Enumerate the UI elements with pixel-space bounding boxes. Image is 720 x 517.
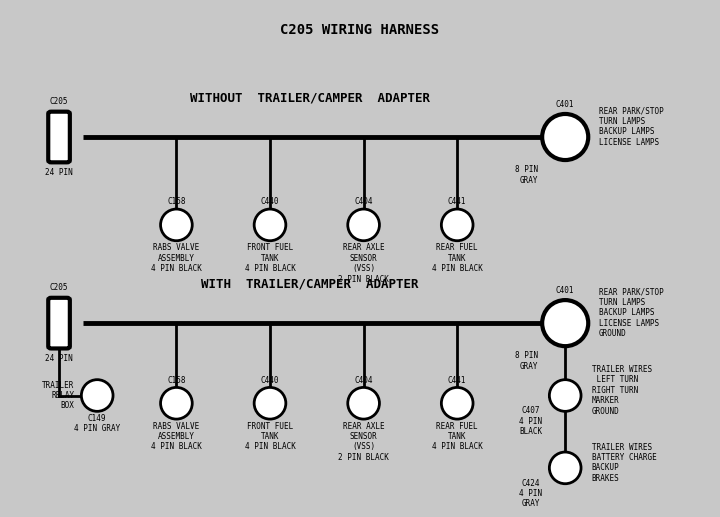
- Ellipse shape: [441, 387, 473, 419]
- Text: 24 PIN: 24 PIN: [45, 354, 73, 363]
- Ellipse shape: [549, 452, 581, 484]
- Text: REAR FUEL
TANK
4 PIN BLACK: REAR FUEL TANK 4 PIN BLACK: [432, 422, 482, 451]
- Text: TRAILER WIRES
BATTERY CHARGE
BACKUP
BRAKES: TRAILER WIRES BATTERY CHARGE BACKUP BRAK…: [592, 443, 657, 483]
- Text: C404: C404: [354, 197, 373, 206]
- Text: C158: C158: [167, 376, 186, 385]
- Ellipse shape: [542, 300, 588, 346]
- Text: C205: C205: [50, 97, 68, 106]
- Ellipse shape: [549, 379, 581, 412]
- Ellipse shape: [254, 209, 286, 241]
- FancyBboxPatch shape: [48, 298, 70, 348]
- FancyBboxPatch shape: [48, 112, 70, 162]
- Text: C407
4 PIN
BLACK: C407 4 PIN BLACK: [519, 406, 542, 436]
- Text: REAR PARK/STOP
TURN LAMPS
BACKUP LAMPS
LICENSE LAMPS
GROUND: REAR PARK/STOP TURN LAMPS BACKUP LAMPS L…: [599, 287, 664, 338]
- Text: 8 PIN
GRAY: 8 PIN GRAY: [516, 165, 539, 185]
- Text: FRONT FUEL
TANK
4 PIN BLACK: FRONT FUEL TANK 4 PIN BLACK: [245, 244, 295, 273]
- Ellipse shape: [542, 114, 588, 160]
- Text: C441: C441: [448, 197, 467, 206]
- Text: C440: C440: [261, 376, 279, 385]
- Text: C205: C205: [50, 283, 68, 292]
- Text: RABS VALVE
ASSEMBLY
4 PIN BLACK: RABS VALVE ASSEMBLY 4 PIN BLACK: [151, 422, 202, 451]
- Text: C404: C404: [354, 376, 373, 385]
- Text: C424
4 PIN
GRAY: C424 4 PIN GRAY: [519, 479, 542, 508]
- Text: C401: C401: [556, 286, 575, 295]
- Ellipse shape: [254, 387, 286, 419]
- Text: REAR AXLE
SENSOR
(VSS)
2 PIN BLACK: REAR AXLE SENSOR (VSS) 2 PIN BLACK: [338, 422, 389, 462]
- Text: RABS VALVE
ASSEMBLY
4 PIN BLACK: RABS VALVE ASSEMBLY 4 PIN BLACK: [151, 244, 202, 273]
- Text: REAR PARK/STOP
TURN LAMPS
BACKUP LAMPS
LICENSE LAMPS: REAR PARK/STOP TURN LAMPS BACKUP LAMPS L…: [599, 107, 664, 147]
- Text: C440: C440: [261, 197, 279, 206]
- Text: C401: C401: [556, 100, 575, 109]
- Text: REAR FUEL
TANK
4 PIN BLACK: REAR FUEL TANK 4 PIN BLACK: [432, 244, 482, 273]
- Text: C149
4 PIN GRAY: C149 4 PIN GRAY: [74, 414, 120, 433]
- Ellipse shape: [161, 209, 192, 241]
- Text: FRONT FUEL
TANK
4 PIN BLACK: FRONT FUEL TANK 4 PIN BLACK: [245, 422, 295, 451]
- Ellipse shape: [348, 387, 379, 419]
- Text: 8 PIN
GRAY: 8 PIN GRAY: [516, 352, 539, 371]
- Text: 24 PIN: 24 PIN: [45, 168, 73, 177]
- Text: C205 WIRING HARNESS: C205 WIRING HARNESS: [280, 23, 440, 37]
- Text: WITHOUT  TRAILER/CAMPER  ADAPTER: WITHOUT TRAILER/CAMPER ADAPTER: [189, 92, 430, 105]
- Ellipse shape: [161, 387, 192, 419]
- Text: C441: C441: [448, 376, 467, 385]
- Text: TRAILER
RELAY
BOX: TRAILER RELAY BOX: [42, 381, 74, 410]
- Ellipse shape: [441, 209, 473, 241]
- Text: REAR AXLE
SENSOR
(VSS)
2 PIN BLACK: REAR AXLE SENSOR (VSS) 2 PIN BLACK: [338, 244, 389, 283]
- Text: WITH  TRAILER/CAMPER  ADAPTER: WITH TRAILER/CAMPER ADAPTER: [201, 278, 418, 291]
- Text: TRAILER WIRES
 LEFT TURN
RIGHT TURN
MARKER
GROUND: TRAILER WIRES LEFT TURN RIGHT TURN MARKE…: [592, 365, 652, 416]
- Text: C158: C158: [167, 197, 186, 206]
- Ellipse shape: [348, 209, 379, 241]
- Ellipse shape: [81, 379, 113, 412]
